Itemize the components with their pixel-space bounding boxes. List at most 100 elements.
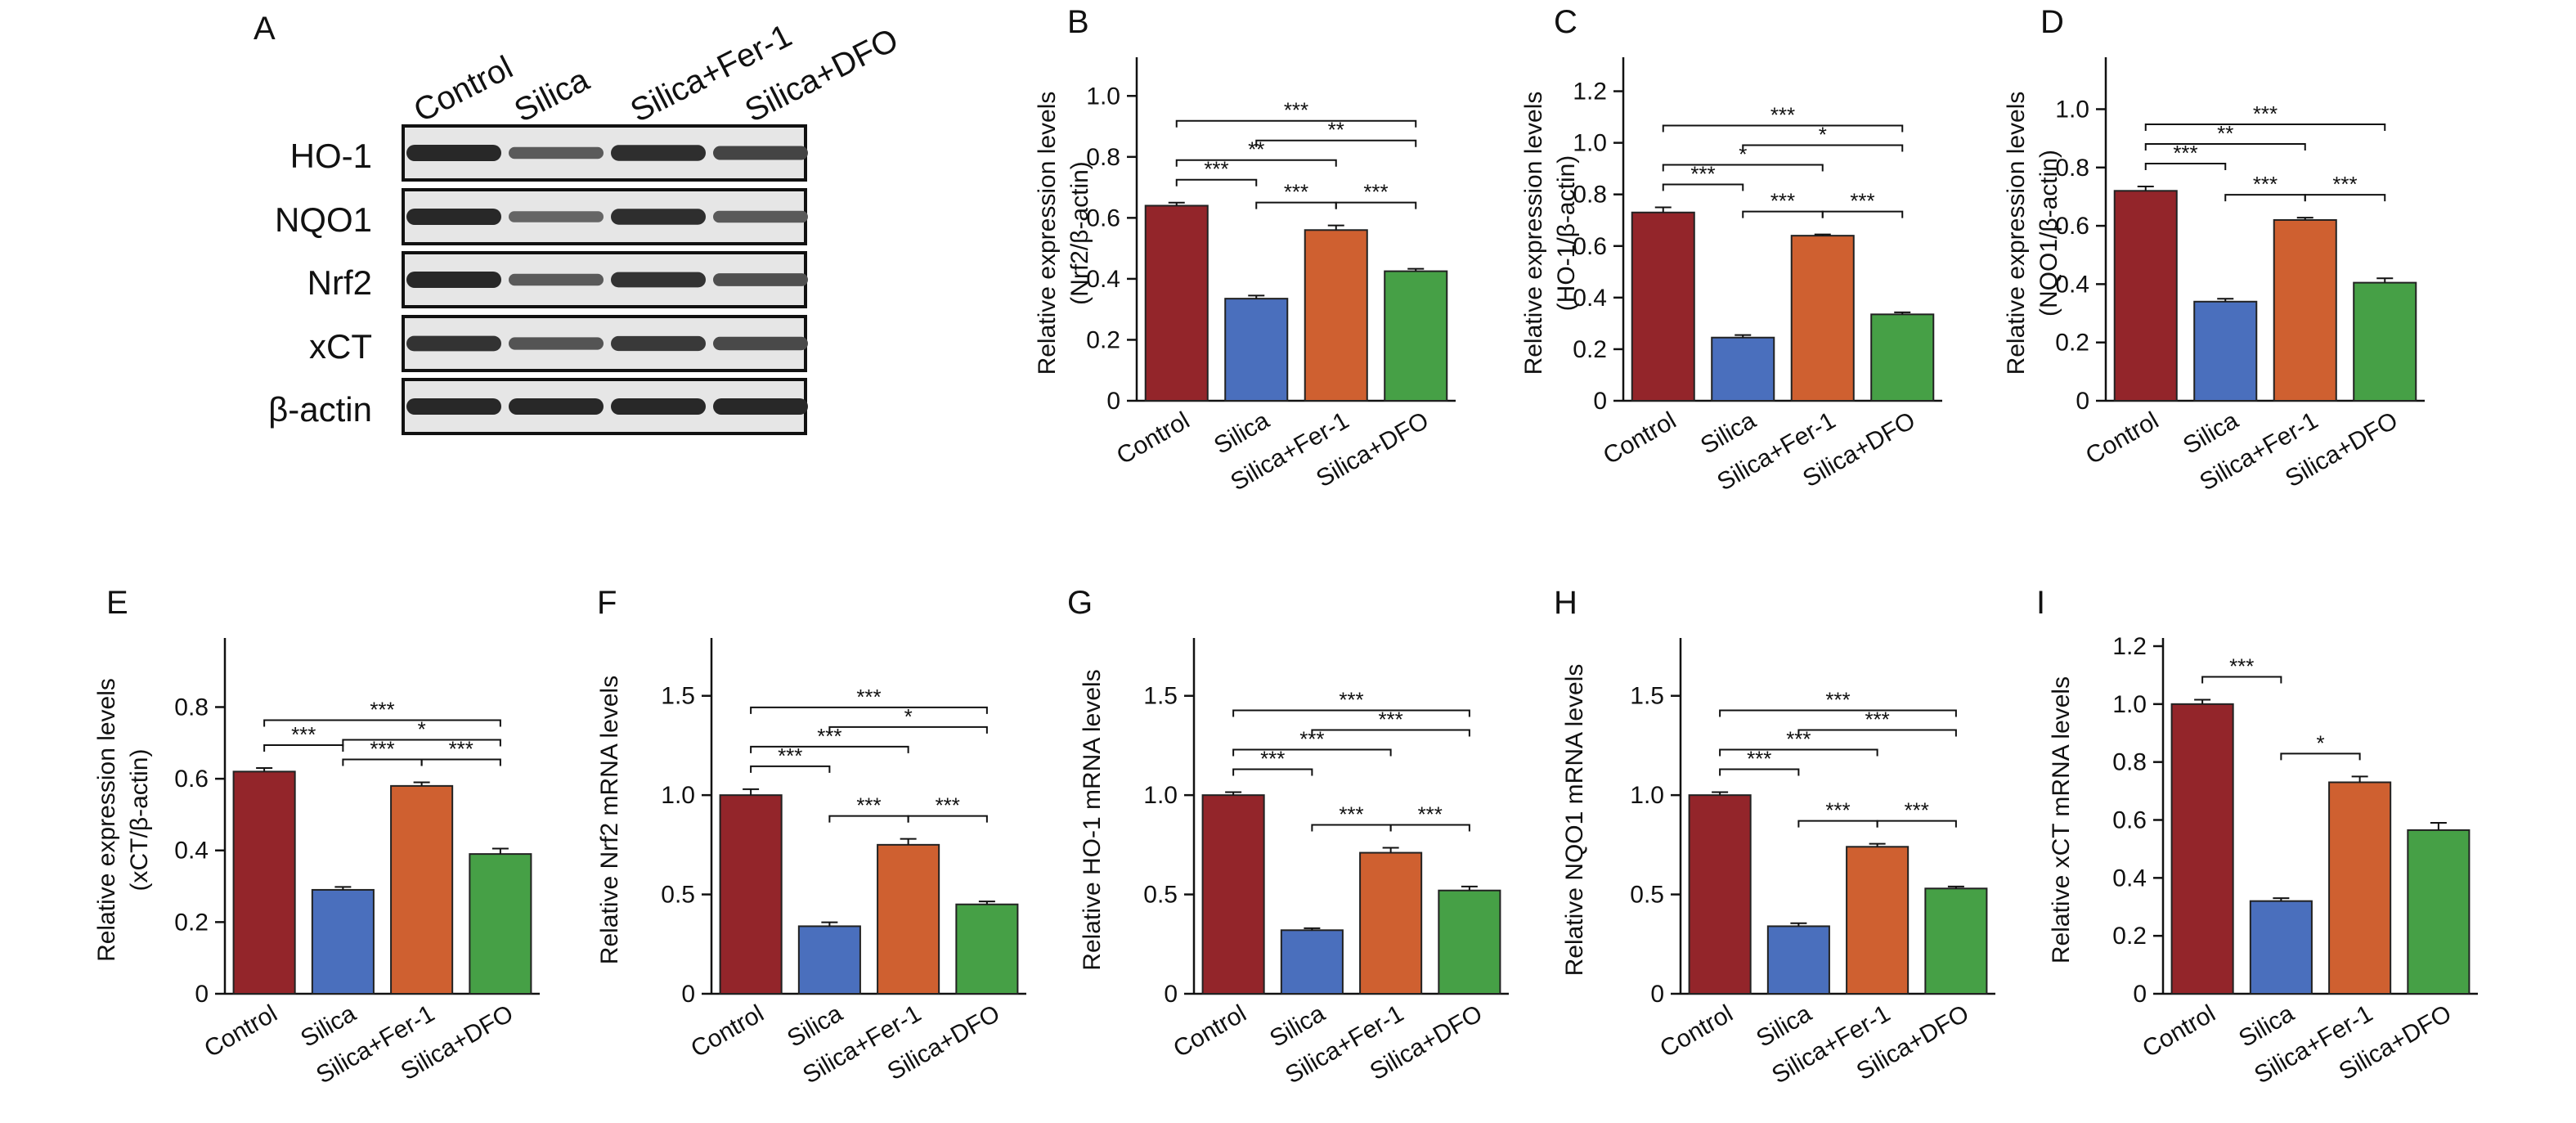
bar	[311, 888, 375, 995]
y-tick-label: 1.2	[1573, 79, 1607, 106]
significance-bracket	[1719, 709, 1957, 717]
blot-band	[713, 273, 808, 286]
significance-label: ***	[1418, 802, 1443, 827]
significance-bracket	[750, 765, 831, 773]
y-tick-label: 0.4	[2055, 271, 2089, 298]
y-tick-label: 0	[2076, 388, 2089, 415]
blot-band	[406, 209, 501, 225]
y-tick-label: 1.0	[1573, 130, 1607, 157]
significance-label: *	[1819, 122, 1827, 146]
y-tick-label: 0.6	[2112, 807, 2147, 834]
significance-label: ***	[1850, 189, 1874, 213]
panel-letter-B: B	[1067, 4, 1089, 40]
bar	[1280, 929, 1344, 995]
y-tick-label: 1.0	[2055, 96, 2089, 123]
y-axis-label: (Nrf2/β-actin)	[1066, 161, 1093, 305]
bar	[1438, 889, 1501, 995]
y-axis-label: Relative expression levels	[1520, 92, 1547, 375]
chart-panel-E: E Relative expression levels (xCT/β-actin)…	[93, 585, 540, 1089]
chart-panel-C: C Relative expression levels (HO-1/β-actin…	[1520, 4, 1942, 496]
y-tick-label: 1.0	[1086, 83, 1120, 110]
y-tick-label: 0.2	[1086, 326, 1120, 353]
x-tick-label: Control	[200, 999, 281, 1062]
significance-bracket	[2280, 752, 2361, 761]
y-tick-label: 0.8	[174, 694, 209, 721]
significance-label: ***	[856, 793, 881, 818]
significance-bracket	[420, 758, 501, 766]
significance-bracket	[1335, 201, 1417, 209]
blot-band	[713, 210, 808, 223]
y-tick-label: 0.8	[2055, 155, 2089, 182]
y-axis-label: Relative HO-1 mRNA levels	[1079, 669, 1106, 970]
bar	[1711, 336, 1775, 402]
y-tick-label: 1.0	[661, 782, 695, 809]
y-tick-label: 0.2	[174, 909, 209, 936]
bar	[1924, 887, 1988, 995]
y-tick-label: 0.6	[2055, 213, 2089, 240]
bar	[1144, 204, 1209, 402]
blot-band	[509, 146, 604, 159]
blot-band	[406, 272, 501, 288]
bar	[797, 925, 861, 995]
significance-label: ***	[1905, 798, 1929, 823]
significance-bracket	[1389, 824, 1470, 832]
chart-panel-I: I Relative xCT mRNA levels 0 0.2 0.4 0.6 0.8 1.…	[2036, 585, 2478, 1089]
blot-band	[509, 337, 604, 350]
significance-bracket	[263, 743, 344, 752]
y-tick-label: 0.8	[2112, 749, 2147, 776]
blot-band	[611, 272, 706, 288]
y-tick-label: 0.6	[174, 766, 209, 793]
significance-bracket	[1232, 768, 1313, 776]
significance-bracket	[1232, 748, 1392, 757]
x-tick-label: Control	[1655, 999, 1737, 1062]
bar	[1766, 925, 1830, 995]
bar	[390, 784, 454, 995]
blot-band	[509, 211, 604, 222]
significance-bracket	[1876, 820, 1957, 828]
blot-band	[713, 336, 808, 351]
blot-band	[611, 209, 706, 225]
y-tick-label: 0.4	[174, 838, 209, 865]
panel-letter-D: D	[2040, 4, 2064, 40]
significance-label: *	[2316, 730, 2324, 755]
chart-panel-G: G Relative HO-1 mRNA levels 0 0.5 1.0 1.5 Cont…	[1067, 585, 1509, 1089]
significance-label: ***	[936, 793, 960, 818]
bar	[2353, 281, 2417, 402]
y-tick-label: 1.2	[2112, 633, 2147, 660]
significance-label: ***	[370, 697, 394, 721]
y-tick-label: 0.2	[1573, 336, 1607, 363]
significance-label: **	[1248, 137, 1264, 162]
x-tick-label: Control	[1112, 407, 1194, 469]
y-axis-label: Relative NQO1 mRNA levels	[1561, 664, 1588, 977]
bar	[2328, 781, 2392, 995]
y-tick-label: 0.8	[1573, 182, 1607, 209]
significance-bracket	[2144, 123, 2386, 131]
bar	[232, 770, 296, 995]
significance-bracket	[1797, 729, 1957, 737]
significance-label: ***	[2229, 654, 2254, 679]
significance-label: *	[904, 704, 913, 729]
bar	[2193, 300, 2258, 402]
significance-label: *	[1739, 141, 1747, 166]
blot-band	[611, 145, 706, 161]
significance-bracket	[2201, 676, 2282, 684]
blot-band	[611, 335, 706, 352]
y-tick-label: 1.5	[661, 683, 695, 710]
y-axis-label: Relative Nrf2 mRNA levels	[596, 676, 623, 964]
chart-panel-F: F Relative Nrf2 mRNA levels 0 0.5 1.0 1.5 Cont…	[596, 585, 1026, 1089]
blot-row-label: NQO1	[275, 200, 372, 239]
y-tick-label: 0.5	[1630, 882, 1664, 909]
bar	[1631, 211, 1695, 402]
y-tick-label: 1.0	[1630, 782, 1664, 809]
significance-bracket	[1175, 159, 1337, 167]
significance-label: *	[418, 716, 426, 741]
bar	[2249, 900, 2313, 995]
y-tick-label: 0	[1106, 388, 1120, 415]
blot-band	[509, 398, 604, 415]
y-tick-label: 0.6	[1086, 204, 1120, 231]
bar	[719, 794, 783, 995]
y-tick-label: 1.0	[1143, 782, 1178, 809]
bar	[1384, 270, 1448, 402]
